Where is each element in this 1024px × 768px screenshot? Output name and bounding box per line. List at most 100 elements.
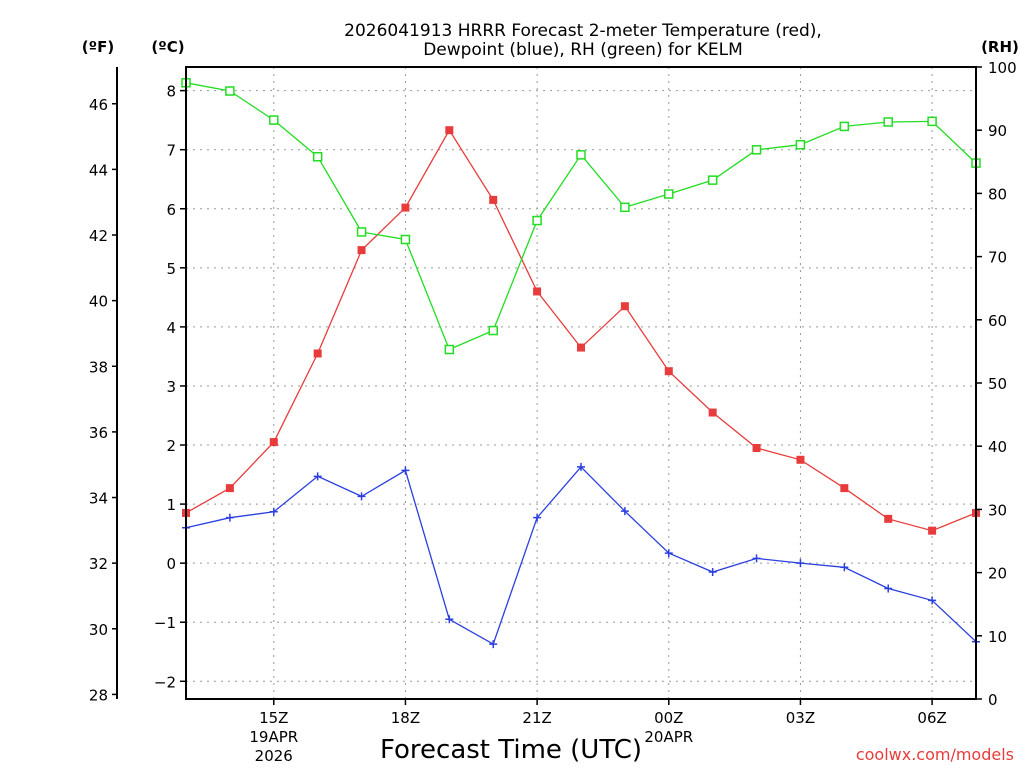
x-tick-label: 18Z: [391, 709, 420, 727]
chart-title-line2: Dewpoint (blue), RH (green) for KELM: [423, 40, 743, 60]
rh-axis-label: (RH): [981, 38, 1019, 56]
rh-point: [795, 139, 806, 150]
celsius-tick-label: 1: [166, 496, 176, 514]
watermark: coolwx.com/models: [856, 745, 1014, 764]
rh-point: [883, 117, 893, 127]
rh-point: [707, 175, 718, 185]
rh-point: [488, 325, 498, 336]
celsius-tick-label: −1: [154, 614, 176, 632]
dewpoint-point: [401, 466, 410, 475]
temperature-point: [884, 514, 893, 523]
fahrenheit-tick-label: 36: [89, 424, 108, 442]
dewpoint-point: [752, 554, 761, 563]
rh-line: [185, 82, 977, 351]
fahrenheit-tick-label: 42: [89, 227, 108, 245]
rh-tick-label: 90: [988, 122, 1007, 140]
dewpoint-point: [313, 472, 322, 481]
fahrenheit-axis-label: (ºF): [82, 38, 114, 56]
dewpoint-point: [577, 462, 585, 471]
rh-tick-label: 70: [988, 249, 1007, 267]
temperature-point: [928, 526, 937, 535]
temperature-point: [357, 246, 366, 255]
temperature-point: [664, 367, 673, 376]
dewpoint-point: [269, 507, 278, 516]
fahrenheit-tick-label: 46: [89, 96, 108, 114]
dewpoint-point: [620, 507, 629, 516]
x-tick-year-label: 2026: [255, 747, 293, 765]
temperature-point: [445, 126, 454, 135]
rh-tick-label: 20: [988, 565, 1007, 583]
rh-tick-label: 10: [988, 628, 1007, 646]
rh-point: [225, 86, 235, 96]
rh-point: [356, 227, 367, 237]
fahrenheit-tick-label: 44: [89, 161, 108, 179]
fahrenheit-tick-label: 30: [89, 621, 108, 639]
temperature-point: [533, 287, 542, 296]
celsius-tick-label: 0: [166, 555, 176, 573]
rh-point: [620, 202, 630, 213]
x-tick-label: 00Z: [654, 709, 683, 727]
dewpoint-line: [185, 465, 977, 646]
celsius-tick-label: 3: [166, 378, 176, 396]
rh-tick-label: 0: [988, 691, 998, 709]
rh-point: [312, 151, 323, 162]
celsius-tick-label: 2: [166, 437, 176, 455]
rh-tick-label: 60: [988, 312, 1007, 330]
dewpoint-point: [225, 513, 234, 522]
dewpoint-point: [884, 584, 893, 593]
ticks-layer: 876543210−1−2464442403836343230281009080…: [89, 59, 1017, 765]
rh-tick-label: 40: [988, 438, 1007, 456]
rh-tick-label: 100: [988, 59, 1017, 77]
temperature-point: [489, 195, 498, 204]
rh-point: [532, 215, 542, 226]
temperature-point: [269, 438, 278, 447]
fahrenheit-tick-label: 32: [89, 555, 108, 573]
celsius-tick-label: 4: [166, 319, 176, 337]
rh-point: [400, 234, 411, 245]
axes-layer: [116, 66, 977, 700]
rh-point: [751, 145, 762, 155]
rh-point: [927, 116, 937, 127]
temperature-point: [840, 484, 849, 493]
rh-tick-label: 50: [988, 375, 1007, 393]
dewpoint-point: [533, 513, 542, 522]
fahrenheit-tick-label: 28: [89, 686, 108, 704]
x-tick-label: 06Z: [917, 709, 946, 727]
rh-point: [269, 115, 279, 125]
dewpoint-point: [928, 596, 937, 605]
temperature-point: [313, 349, 322, 358]
temperature-point: [225, 484, 234, 493]
celsius-tick-label: 8: [166, 83, 176, 101]
temperature-point: [708, 408, 717, 417]
dewpoint-point: [489, 640, 498, 649]
dewpoint-point: [664, 549, 673, 558]
fahrenheit-tick-label: 40: [89, 293, 108, 311]
dewpoint-point: [708, 568, 717, 577]
plot-frame: [185, 66, 977, 700]
rh-tick-label: 80: [988, 185, 1007, 203]
rh-point: [444, 344, 455, 355]
celsius-tick-label: 7: [166, 142, 176, 160]
temperature-point: [796, 455, 805, 464]
celsius-tick-label: 5: [166, 260, 176, 278]
rh-point: [664, 189, 674, 199]
grid-layer: [186, 67, 976, 699]
temperature-point: [577, 343, 585, 352]
temperature-point: [752, 443, 761, 452]
temperature-point: [620, 302, 629, 311]
rh-point: [576, 150, 586, 160]
x-tick-label: 21Z: [522, 709, 551, 727]
fahrenheit-tick-label: 34: [89, 490, 108, 508]
x-axis-title: Forecast Time (UTC): [380, 735, 642, 765]
chart-title-line1: 2026041913 HRRR Forecast 2-meter Tempera…: [344, 21, 822, 41]
dewpoint-point: [445, 615, 454, 624]
rh-point: [839, 121, 850, 132]
dewpoint-point: [796, 559, 805, 568]
celsius-tick-label: −2: [154, 673, 176, 691]
fahrenheit-tick-label: 38: [89, 358, 108, 376]
x-tick-date-label: 19APR: [249, 728, 298, 746]
celsius-axis-label: (ºC): [151, 38, 184, 56]
temperature-point: [401, 203, 410, 212]
x-tick-label: 03Z: [786, 709, 815, 727]
